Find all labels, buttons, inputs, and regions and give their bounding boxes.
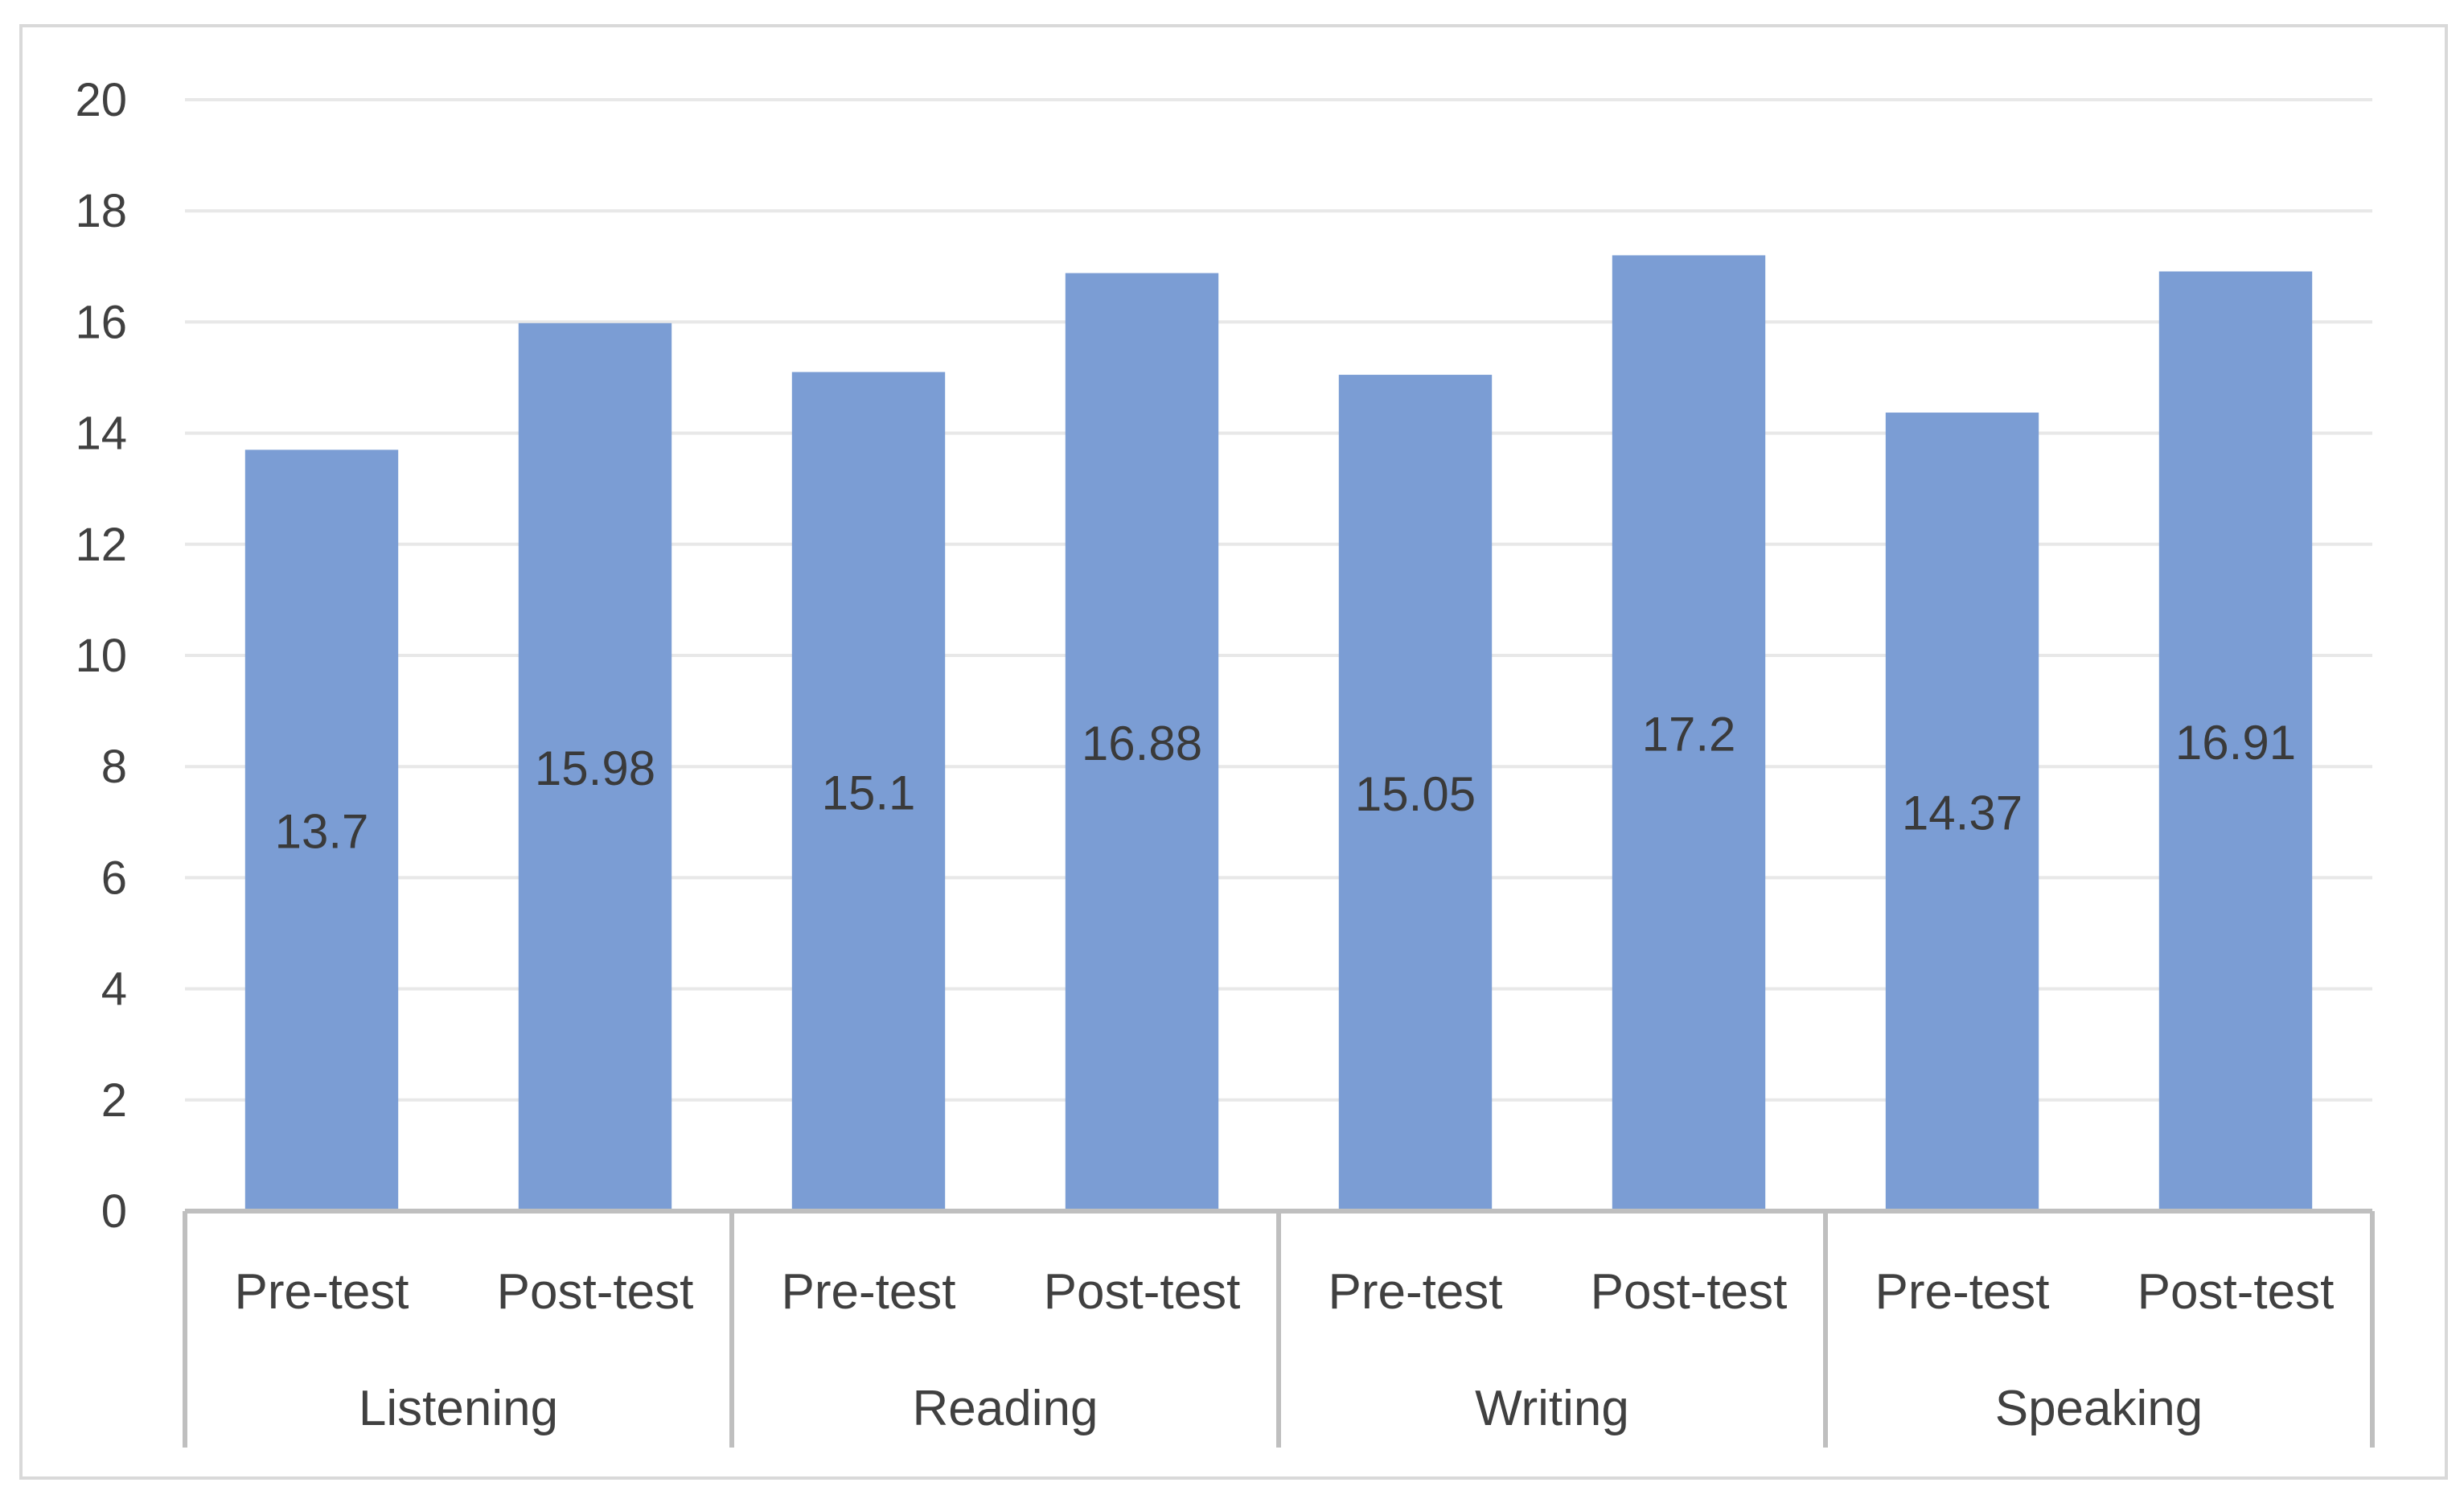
category-label: Post-test xyxy=(497,1264,694,1320)
category-label: Pre-test xyxy=(1875,1264,2049,1320)
category-label: Post-test xyxy=(1591,1264,1788,1320)
bar-reading-post-test xyxy=(1065,273,1219,1211)
bar-listening-post-test xyxy=(518,322,672,1212)
data-label: 15.1 xyxy=(822,766,916,819)
bar-reading-pre-test xyxy=(791,372,946,1212)
category-label: Post-test xyxy=(2138,1264,2335,1320)
bar-writing-pre-test xyxy=(1338,375,1493,1211)
y-tick-label: 2 xyxy=(101,1074,127,1127)
data-label: 15.98 xyxy=(535,741,655,795)
data-label: 13.7 xyxy=(275,805,369,859)
bars xyxy=(244,255,2313,1212)
x-axis: Pre-test Post-test Listening Pre-test Post-t… xyxy=(183,1209,2375,1448)
category-label: Post-test xyxy=(1044,1264,1241,1320)
y-tick-label: 10 xyxy=(75,630,127,682)
data-label: 16.88 xyxy=(1082,717,1202,770)
y-tick-label: 20 xyxy=(75,74,127,126)
group-label: Reading xyxy=(913,1381,1099,1436)
data-label: 15.05 xyxy=(1355,767,1476,821)
bar-writing-post-test xyxy=(1612,255,1766,1212)
data-label: 17.2 xyxy=(1642,708,1736,762)
chart-frame xyxy=(19,24,2448,1480)
y-tick-label: 4 xyxy=(101,963,127,1016)
data-labels: 13.7 15.98 15.1 16.88 15.05 17.2 14.37 16.91 xyxy=(275,708,2296,859)
category-label: Pre-test xyxy=(781,1264,955,1320)
bar-listening-pre-test xyxy=(244,450,399,1211)
y-axis-ticks: 0 2 4 6 8 10 12 14 16 18 20 xyxy=(75,74,127,1238)
y-tick-label: 12 xyxy=(75,519,127,571)
y-tick-label: 0 xyxy=(101,1185,127,1238)
y-tick-label: 16 xyxy=(75,296,127,348)
y-tick-label: 8 xyxy=(101,741,127,793)
bar-speaking-pre-test xyxy=(1885,413,2039,1211)
y-tick-label: 6 xyxy=(101,852,127,904)
group-label: Speaking xyxy=(1995,1381,2203,1436)
category-label: Pre-test xyxy=(1328,1264,1502,1320)
y-tick-label: 18 xyxy=(75,185,127,237)
gridlines xyxy=(185,98,2372,1102)
data-label: 14.37 xyxy=(1902,786,2023,840)
bar-speaking-post-test xyxy=(2158,271,2313,1211)
group-label: Listening xyxy=(359,1381,558,1436)
category-label: Pre-test xyxy=(234,1264,409,1320)
y-tick-label: 14 xyxy=(75,408,127,460)
group-label: Writing xyxy=(1475,1381,1629,1436)
data-label: 16.91 xyxy=(2175,716,2296,770)
